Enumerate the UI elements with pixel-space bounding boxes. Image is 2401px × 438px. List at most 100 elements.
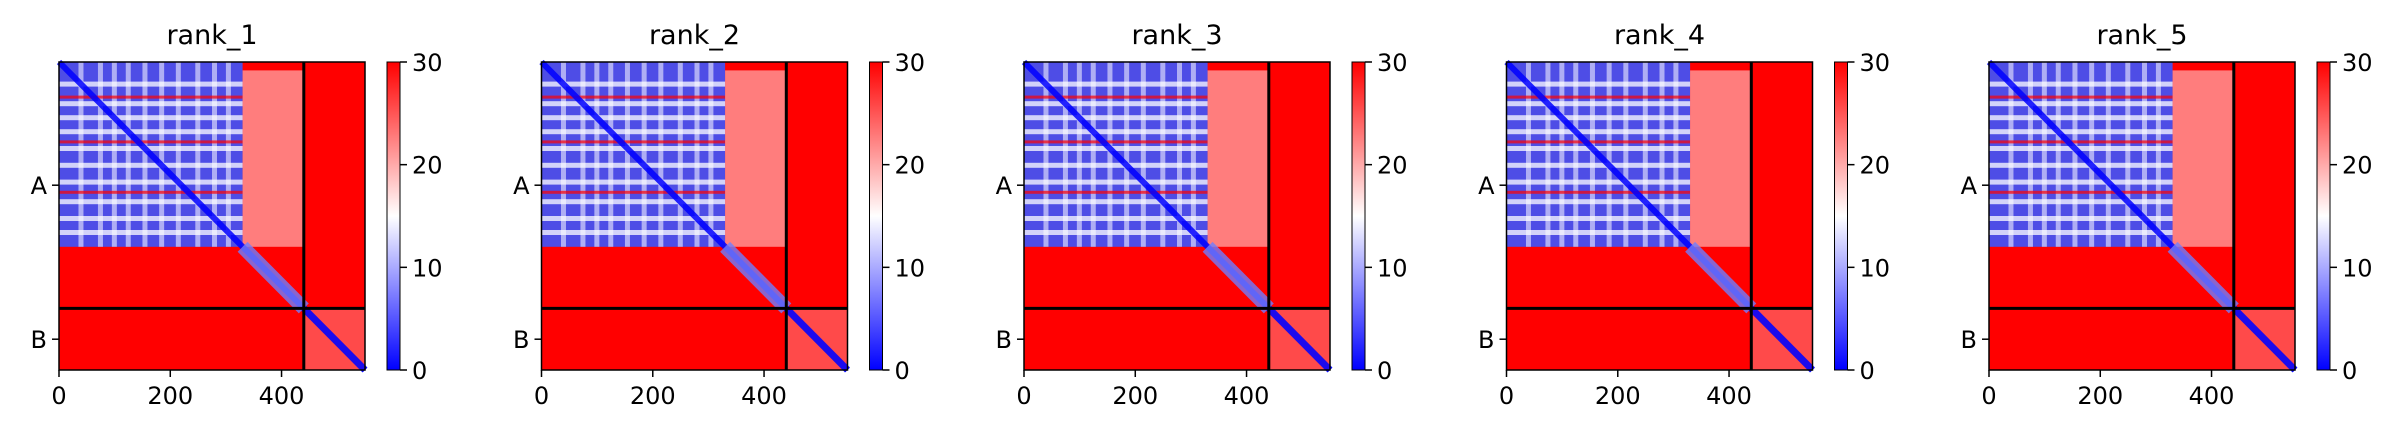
band-row bbox=[1506, 101, 1691, 107]
x-tick-label: 400 bbox=[1706, 382, 1752, 410]
pae-heatmap bbox=[56, 59, 368, 373]
pae-heatmap bbox=[1986, 59, 2298, 373]
band-row bbox=[541, 129, 726, 135]
colorbar-tick-label: 10 bbox=[412, 254, 443, 282]
band-col bbox=[175, 62, 181, 247]
x-tick-label: 0 bbox=[1981, 382, 1996, 410]
band-row bbox=[1989, 81, 2173, 87]
colorbar-tick-label: 10 bbox=[895, 254, 926, 282]
axes-frame bbox=[1988, 61, 2296, 371]
band-row bbox=[1506, 199, 1691, 205]
band-col bbox=[1623, 62, 1629, 247]
band-col bbox=[608, 62, 614, 247]
band-row bbox=[1024, 146, 1208, 151]
band-row-red bbox=[1506, 190, 1691, 194]
band-col bbox=[2008, 62, 2014, 247]
band-row bbox=[1989, 216, 2173, 221]
x-tick-label: 0 bbox=[51, 382, 66, 410]
y-tick-label: A bbox=[513, 172, 530, 200]
colorbar-tick-label: 10 bbox=[2342, 254, 2373, 282]
band-row bbox=[1024, 162, 1208, 168]
panel-title: rank_5 bbox=[2096, 20, 2187, 51]
colorbar bbox=[2316, 61, 2331, 371]
colorbar-tick-label: 0 bbox=[1377, 357, 1392, 385]
x-tick-label: 0 bbox=[1016, 382, 1031, 410]
band-row-red bbox=[59, 95, 243, 99]
panel-title: rank_4 bbox=[1614, 20, 1705, 51]
colorbar-tick-label: 20 bbox=[1860, 152, 1891, 180]
colorbar-tick-label: 30 bbox=[895, 49, 926, 77]
colorbar-tick-label: 20 bbox=[895, 152, 926, 180]
colorbar-tick-label: 30 bbox=[2342, 49, 2373, 77]
colorbar-tick-label: 10 bbox=[1377, 254, 1408, 282]
band-row bbox=[1989, 146, 2173, 151]
x-tick-label: 400 bbox=[259, 382, 305, 410]
band-col bbox=[1589, 62, 1595, 247]
diagonal-linker bbox=[237, 241, 309, 314]
band-row bbox=[59, 199, 243, 205]
band-row bbox=[1506, 146, 1691, 151]
interdomain-region bbox=[1690, 70, 1752, 247]
band-col bbox=[560, 62, 566, 247]
band-row bbox=[1506, 129, 1691, 135]
band-row bbox=[541, 216, 726, 221]
band-row bbox=[1989, 199, 2173, 205]
band-row bbox=[1024, 216, 1208, 221]
x-tick-label: 400 bbox=[741, 382, 787, 410]
colorbar bbox=[869, 61, 883, 371]
band-col bbox=[694, 62, 700, 247]
colorbar bbox=[386, 61, 401, 371]
band-col bbox=[1573, 62, 1579, 247]
band-row bbox=[1024, 115, 1208, 121]
x-tick-label: 200 bbox=[2077, 382, 2123, 410]
interdomain-region bbox=[2172, 70, 2234, 247]
band-row bbox=[59, 162, 243, 168]
band-col bbox=[1673, 62, 1679, 247]
colorbar-tick-label: 0 bbox=[895, 357, 910, 385]
band-row-red bbox=[59, 190, 243, 194]
band-col bbox=[1107, 62, 1113, 247]
panel-title: rank_3 bbox=[1131, 20, 1222, 51]
band-col bbox=[2142, 62, 2147, 247]
y-tick-label: A bbox=[31, 172, 48, 200]
band-col bbox=[1659, 62, 1665, 247]
band-row bbox=[1506, 230, 1691, 235]
band-row bbox=[1506, 115, 1691, 121]
band-col bbox=[1043, 62, 1049, 247]
band-col bbox=[1606, 62, 1612, 247]
colorbar-tick-label: 10 bbox=[1860, 254, 1891, 282]
band-row bbox=[1506, 81, 1691, 87]
band-row bbox=[1024, 230, 1208, 235]
band-row-red bbox=[1989, 95, 2173, 99]
x-tick-label: 400 bbox=[2189, 382, 2235, 410]
diagonal-linker bbox=[1202, 241, 1274, 314]
band-col bbox=[1140, 62, 1146, 247]
interdomain-region bbox=[725, 70, 787, 247]
band-row bbox=[541, 230, 726, 235]
panel-title: rank_1 bbox=[166, 20, 257, 51]
x-tick-label: 0 bbox=[534, 382, 549, 410]
panel-title: rank_2 bbox=[649, 20, 740, 51]
band-row bbox=[1024, 101, 1208, 107]
y-tick-label: B bbox=[1478, 326, 1494, 354]
band-col bbox=[1062, 62, 1068, 247]
band-col bbox=[1559, 62, 1565, 247]
band-row-red bbox=[1024, 190, 1208, 194]
diagonal-chain-b bbox=[1748, 305, 1815, 373]
band-row bbox=[59, 81, 243, 87]
band-col bbox=[78, 62, 84, 247]
colorbar bbox=[1351, 61, 1366, 371]
band-row bbox=[1989, 179, 2173, 185]
band-col bbox=[142, 62, 148, 247]
band-col bbox=[1124, 62, 1130, 247]
band-col bbox=[708, 62, 714, 247]
band-col bbox=[1190, 62, 1196, 247]
band-row bbox=[1024, 179, 1208, 185]
colorbar-tick-label: 20 bbox=[1377, 152, 1408, 180]
band-row-red bbox=[541, 140, 726, 144]
band-col bbox=[97, 62, 103, 247]
band-row-red bbox=[1506, 140, 1691, 144]
